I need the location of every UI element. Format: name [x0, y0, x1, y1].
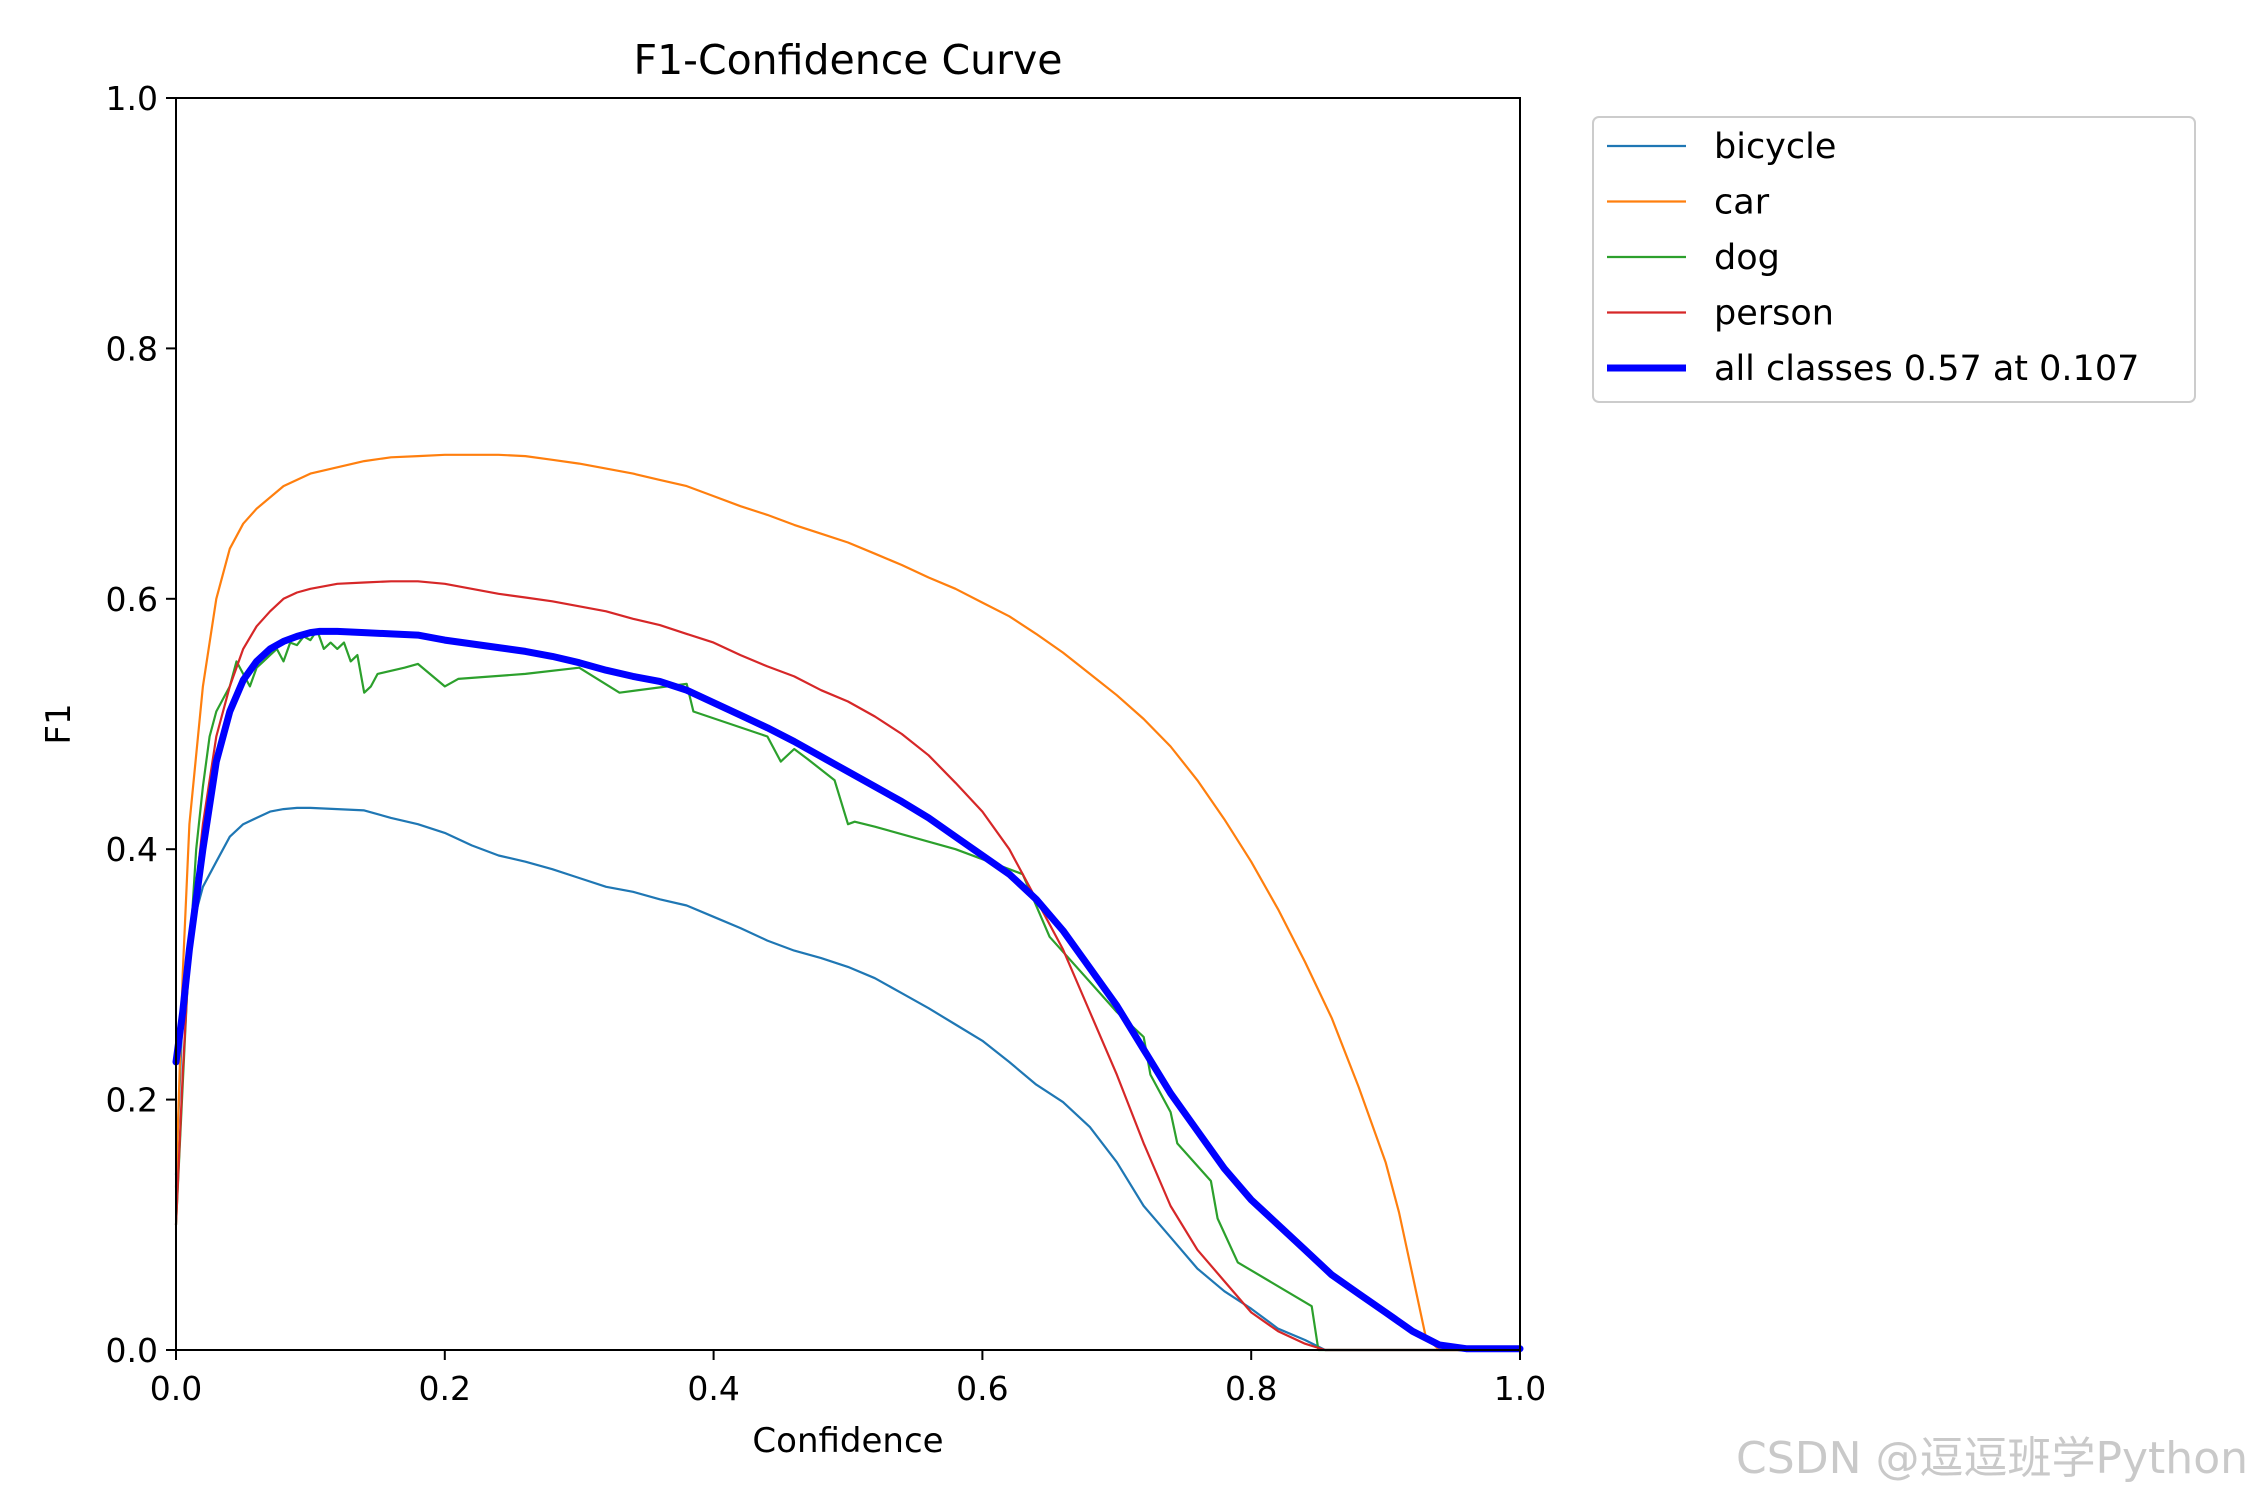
- y-tick-label: 0.8: [106, 329, 158, 368]
- legend-box: [1592, 116, 2196, 403]
- x-tick-label: 0.8: [1225, 1369, 1277, 1408]
- legend-label-all: all classes 0.57 at 0.107: [1714, 349, 2139, 389]
- x-tick-label: 0.2: [419, 1369, 471, 1408]
- watermark: CSDN @逗逗班学Python: [1736, 1433, 2248, 1484]
- y-tick-label: 1.0: [106, 79, 158, 118]
- y-tick-label: 0.2: [106, 1081, 158, 1120]
- legend-label-bicycle: bicycle: [1714, 127, 1836, 167]
- series-line-bicycle: [174, 806, 1522, 1352]
- y-tick-label: 0.6: [106, 580, 158, 619]
- series-line-car: [174, 453, 1522, 1352]
- x-tick-label: 0.6: [956, 1369, 1008, 1408]
- y-tick-label: 0.4: [106, 830, 158, 869]
- legend-label-person: person: [1714, 294, 1834, 334]
- x-axis-label: Confidence: [752, 1421, 943, 1461]
- series-line-person: [174, 580, 1522, 1352]
- series-line-all: [172, 627, 1524, 1353]
- plot-frame: [175, 97, 1521, 1351]
- legend-label-dog: dog: [1714, 238, 1780, 278]
- legend: bicycle car dog person all classes 0.57 at 0…: [1592, 116, 2196, 403]
- legend-label-car: car: [1714, 183, 1770, 223]
- x-tick-label: 0.4: [687, 1369, 739, 1408]
- x-axis-ticks: 0.0 0.2 0.4 0.6 0.8 1.0: [150, 1350, 1546, 1408]
- plot-lines: [172, 453, 1524, 1353]
- x-tick-label: 1.0: [1494, 1369, 1546, 1408]
- chart-title: F1-Confidence Curve: [634, 36, 1063, 84]
- y-axis-label: F1: [39, 703, 79, 744]
- y-axis-ticks: 0.0 0.2 0.4 0.6 0.8 1.0: [106, 79, 176, 1370]
- x-tick-label: 0.0: [150, 1369, 202, 1408]
- y-tick-label: 0.0: [106, 1331, 158, 1370]
